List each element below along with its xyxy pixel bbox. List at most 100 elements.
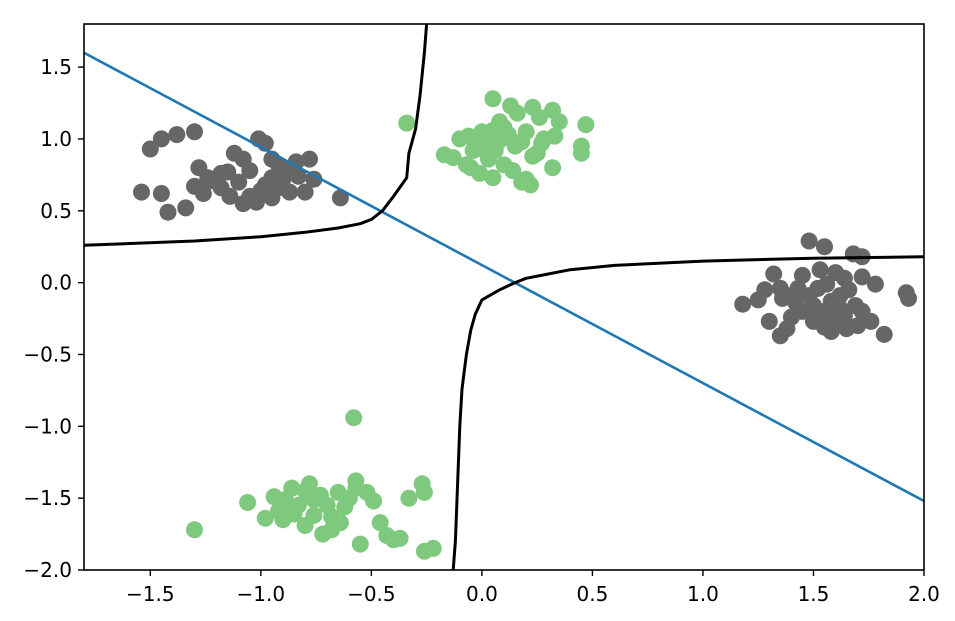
data-point [283, 479, 301, 497]
series-dark-gray [133, 123, 917, 345]
data-point [771, 327, 789, 345]
data-point [818, 275, 836, 293]
y-tick-label: −2.0 [23, 558, 72, 582]
data-point [471, 164, 489, 182]
data-point [305, 506, 323, 524]
data-point [765, 265, 783, 283]
data-point [347, 472, 365, 490]
data-point [444, 149, 462, 167]
data-point [774, 289, 791, 307]
curved-decision-boundary [451, 255, 924, 570]
data-point [186, 521, 203, 539]
y-tick-label: −1.5 [23, 486, 72, 510]
data-point [391, 529, 409, 547]
data-point [484, 169, 502, 187]
data-point [301, 475, 318, 493]
data-point [517, 123, 535, 141]
data-point [577, 116, 595, 134]
x-tick-label: 1.5 [798, 582, 830, 606]
data-point [152, 130, 170, 148]
data-point [504, 162, 522, 180]
data-point [866, 275, 884, 293]
data-point [517, 170, 535, 188]
data-point [789, 279, 807, 297]
linear-decision-boundary [84, 51, 924, 503]
data-point [168, 126, 186, 144]
y-tick-label: 0.0 [40, 271, 72, 295]
data-point [805, 297, 822, 315]
data-point [221, 187, 239, 205]
plot-frame [83, 23, 925, 571]
data-point [281, 183, 299, 201]
data-point [528, 144, 546, 162]
data-point [241, 162, 259, 180]
data-point [811, 261, 829, 279]
data-point [365, 492, 383, 510]
data-point [177, 199, 195, 217]
data-point [219, 163, 237, 181]
data-point [473, 140, 491, 158]
y-tick-label: −0.5 [23, 342, 72, 366]
data-point [400, 489, 418, 507]
data-point [252, 182, 270, 200]
plot-area [84, 24, 924, 570]
x-tick-label: −1.0 [237, 582, 286, 606]
data-point [133, 183, 150, 201]
data-point [816, 238, 833, 256]
data-point [502, 97, 520, 115]
data-point [256, 509, 274, 527]
data-point [572, 144, 590, 162]
data-point [875, 325, 893, 343]
data-point [289, 167, 307, 185]
data-point [760, 312, 778, 330]
data-point [734, 295, 752, 313]
data-point [331, 189, 349, 207]
data-point [194, 185, 212, 202]
series-light-green [186, 90, 595, 560]
data-point [900, 289, 917, 307]
data-point [296, 183, 314, 201]
data-point [853, 268, 871, 286]
data-point [371, 514, 389, 532]
data-point [822, 323, 840, 340]
data-point [800, 232, 818, 250]
data-point [424, 539, 442, 557]
data-point [550, 113, 568, 131]
data-point [849, 317, 867, 335]
data-point [141, 140, 159, 158]
y-tick-label: −1.0 [23, 414, 72, 438]
data-point [484, 90, 502, 108]
data-point [234, 195, 252, 213]
data-point [831, 300, 849, 317]
data-point [544, 159, 562, 177]
data-point [840, 281, 858, 299]
data-point [152, 185, 170, 202]
x-axis: −1.5 −1.0 −0.5 0.0 0.5 1.0 1.5 2.0 [126, 570, 940, 606]
data-point [415, 483, 433, 501]
y-tick-label: 1.5 [40, 55, 72, 79]
x-tick-label: −0.5 [347, 582, 396, 606]
data-point [345, 409, 363, 427]
x-tick-label: 2.0 [908, 582, 940, 606]
data-point [756, 281, 774, 299]
data-point [793, 266, 811, 284]
y-axis: −2.0 −1.5 −1.0 −0.5 0.0 0.5 1.0 1.5 [23, 55, 84, 582]
data-point [159, 203, 177, 221]
curved-decision-boundary [84, 24, 429, 247]
data-point [805, 312, 822, 330]
data-point [278, 499, 296, 517]
data-point [305, 170, 323, 188]
data-point [230, 173, 248, 191]
data-point [491, 113, 509, 131]
data-point [457, 156, 475, 174]
x-tick-label: −1.5 [126, 582, 175, 606]
data-point [331, 514, 349, 532]
data-point [301, 150, 318, 168]
data-point [265, 488, 283, 506]
y-tick-label: 0.5 [40, 199, 72, 223]
y-tick-label: 1.0 [40, 127, 72, 151]
data-point [530, 108, 548, 126]
data-point [287, 153, 305, 171]
data-point [862, 312, 880, 330]
